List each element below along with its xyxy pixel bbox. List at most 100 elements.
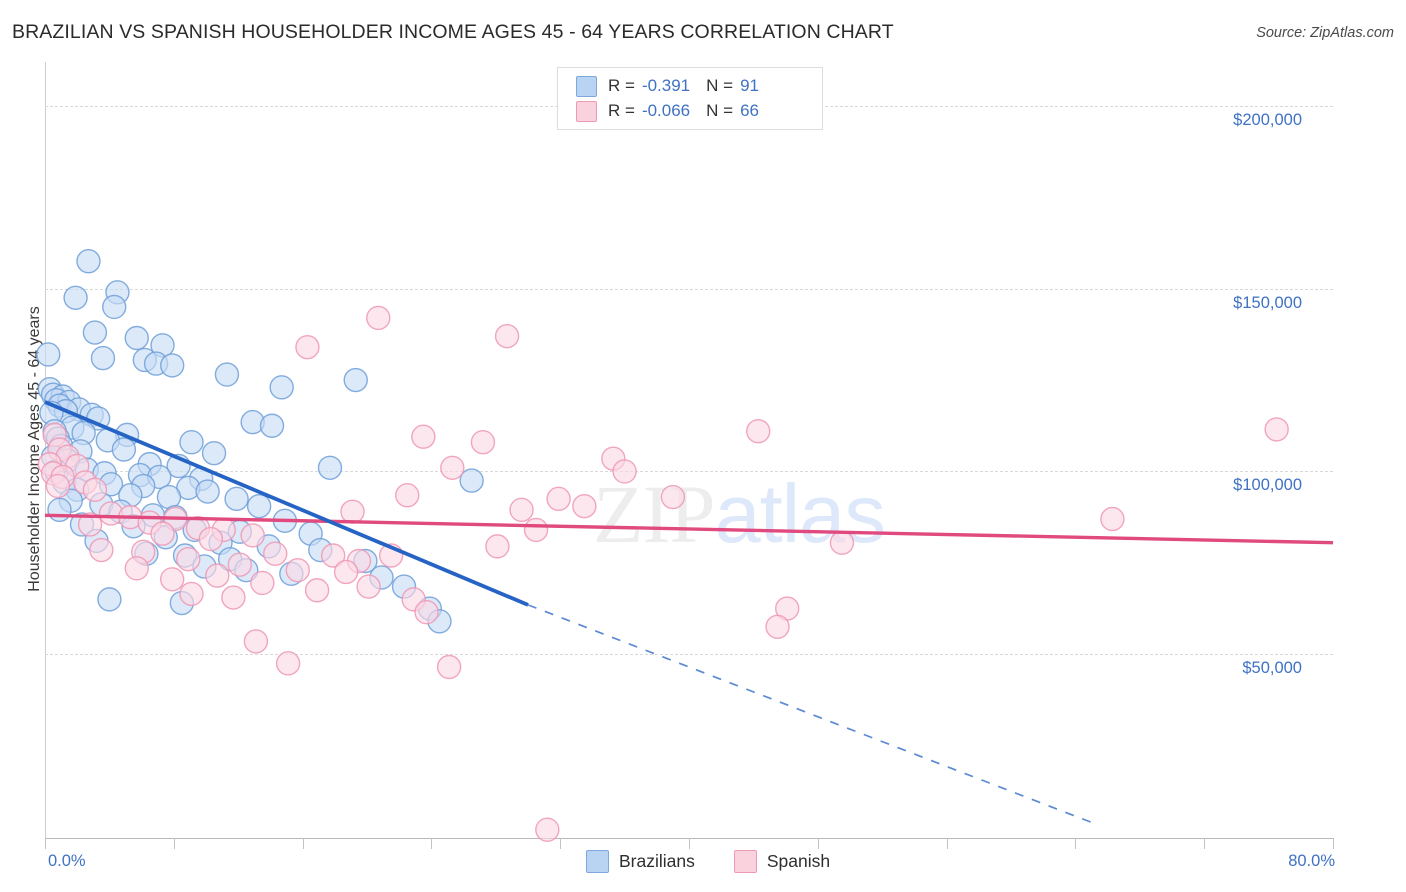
gridline [45,654,1333,656]
scatter-point [275,651,301,676]
scatter-point [1264,417,1289,442]
scatter-point [63,285,88,310]
scatter-point [76,249,101,274]
scatter-point [97,587,122,612]
scatter-point [176,546,201,572]
y-tick-label: $150,000 [1233,293,1302,312]
scatter-point [227,552,253,577]
plot-area: ZIPatlas [36,62,1334,842]
series-swatch-brazilians [586,850,609,873]
scatter-point [240,523,265,548]
scatter-point [195,479,220,504]
trendline-spanish [44,513,1334,545]
legend-r-value-2: -0.066 [641,101,691,120]
scatter-point [523,517,549,543]
scatter-point [82,477,108,502]
scatter-point [124,325,149,351]
scatter-point [224,486,249,512]
x-tick-mark [431,838,433,849]
scatter-point [494,323,520,349]
y-tick-label: $200,000 [1233,110,1302,129]
trendline-brazilians [44,400,529,607]
series-legend-item-spanish[interactable]: Spanish [733,850,831,873]
scatter-point [89,537,114,563]
scatter-point [436,654,462,680]
scatter-point [356,574,381,599]
scatter-point [340,499,365,524]
scatter-point [243,629,269,654]
legend-swatch-blue [576,75,597,97]
legend-n-label-1: N = [706,76,734,95]
x-tick-mark [689,838,690,849]
scatter-point [263,541,288,566]
legend-row-spanish: R = -0.066 N = 66 [576,99,775,123]
page-title: BRAZILIAN VS SPANISH HOUSEHOLDER INCOME … [12,21,894,43]
scatter-point [746,419,771,444]
series-label-brazilians: Brazilians [619,851,695,871]
scatter-point [320,543,346,568]
scatter-point [201,440,227,466]
scatter-point [1100,506,1125,532]
scatter-point [198,526,224,552]
x-tick-label: 80.0% [1288,852,1335,870]
scatter-point [295,334,320,360]
scatter-point [765,614,790,639]
scatter-point [159,353,185,378]
y-tick-label: $100,000 [1233,476,1302,495]
x-tick-mark [1075,838,1077,849]
scatter-point [470,429,496,455]
legend-r-label-2: R = [608,101,635,120]
legend-n-value-2: 66 [740,101,759,120]
scatter-point [440,455,465,480]
x-tick-mark [1333,838,1334,849]
scatter-point [285,557,310,583]
gridline [45,471,1333,473]
scatter-point [47,497,72,523]
scatter-point [159,567,185,592]
scatter-point [205,563,230,588]
scatter-point [250,570,275,596]
gridline [45,288,1333,290]
scatter-point [395,483,420,508]
scatter-point [45,473,71,499]
scatter-point [333,559,359,585]
scatter-point [829,530,855,555]
scatter-point [485,534,510,559]
scatter-point [304,578,330,603]
scatter-point [77,512,103,537]
scatter-point [179,429,204,455]
correlation-legend: R = -0.391 N = 91 R = -0.066 N = 66 [557,67,823,130]
legend-n-value-1: 91 [740,76,759,95]
legend-row-brazilians: R = -0.391 N = 91 [576,74,775,98]
legend-r-label-1: R = [608,76,635,95]
scatter-point [150,521,175,546]
scatter-point [90,345,116,371]
scatter-point [411,424,436,449]
scatter-point [546,486,571,512]
series-legend-item-brazilians[interactable]: Brazilians [586,850,695,873]
scatter-point [214,362,240,387]
x-tick-mark [560,838,562,849]
series-legend: Brazilians Spanish [586,850,858,873]
scatter-point [259,413,285,438]
x-tick-mark [817,838,819,849]
legend-swatch-pink [576,100,597,122]
x-tick-mark [946,838,948,849]
scatter-point [102,294,127,320]
x-tick-mark [45,838,46,849]
scatter-plot-svg [36,249,1334,842]
scatter-point [572,493,597,519]
x-tick-mark [302,838,304,849]
scatter-point [317,455,343,480]
y-axis-title: Householder Income Ages 45 - 64 years [26,306,43,592]
scatter-point [459,468,484,493]
scatter-point [179,581,204,607]
scatter-point [509,497,534,523]
scatter-point [269,375,294,400]
scatter-point [82,320,108,345]
scatter-point [366,305,391,331]
scatter-point [221,585,246,610]
scatter-point [660,484,686,510]
series-label-spanish: Spanish [766,851,831,871]
y-tick-label: $50,000 [1242,659,1302,678]
